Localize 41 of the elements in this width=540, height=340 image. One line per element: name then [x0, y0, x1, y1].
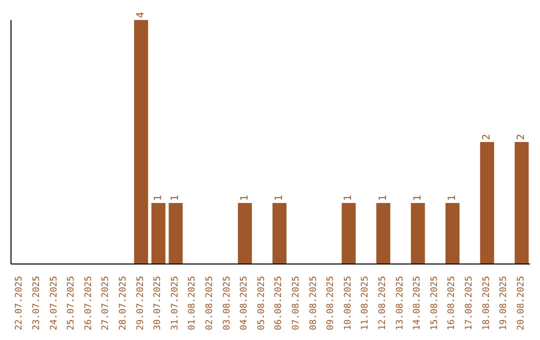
data-label: 1	[343, 194, 354, 201]
data-label: 1	[274, 194, 285, 201]
data-label: 1	[412, 194, 424, 201]
data-label: 1	[170, 194, 182, 201]
x-tick-label: 25.07.2025	[66, 276, 77, 330]
x-tick-label: 12.08.2025	[378, 276, 388, 330]
x-tick-label: 03.08.2025	[222, 276, 232, 330]
x-tick-label: 01.08.2025	[188, 276, 198, 330]
x-tick-label: 27.07.2025	[101, 276, 112, 330]
x-tick-label: 07.08.2025	[291, 276, 302, 330]
x-tick-label: 19.08.2025	[499, 276, 510, 330]
x-tick-label: 10.08.2025	[343, 276, 354, 330]
x-tick-label: 31.07.2025	[170, 276, 180, 330]
data-label: 1	[447, 194, 458, 201]
x-tick-label: 17.08.2025	[464, 276, 474, 330]
x-tick-label: 16.08.2025	[447, 276, 458, 330]
x-tick-label: 23.07.2025	[32, 276, 42, 330]
data-label: 1	[378, 194, 389, 201]
x-tick-label: 06.08.2025	[274, 276, 284, 330]
x-tick-label: 02.08.2025	[204, 276, 215, 330]
x-tick-label: 28.07.2025	[118, 276, 128, 330]
data-label: 1	[239, 194, 250, 201]
x-tick-label: 20.08.2025	[516, 276, 526, 330]
x-tick-label: 24.07.2025	[49, 276, 60, 330]
x-tick-label: 11.08.2025	[360, 276, 371, 330]
x-tick-label: 26.07.2025	[84, 276, 94, 330]
data-label: 2	[482, 134, 493, 140]
data-label: 2	[516, 134, 528, 140]
x-tick-label: 09.08.2025	[326, 276, 336, 330]
data-label: 1	[152, 194, 164, 201]
x-tick-label: 13.08.2025	[395, 276, 406, 330]
data-label: 4	[136, 12, 147, 18]
x-tick-label: 08.08.2025	[308, 276, 319, 330]
x-tick-label: 29.07.2025	[136, 276, 146, 330]
x-tick-label: 14.08.2025	[412, 276, 423, 330]
x-tick-label: 05.08.2025	[256, 276, 267, 330]
x-tick-label: 22.07.2025	[14, 276, 25, 330]
x-tick-label: 30.07.2025	[153, 276, 164, 330]
x-tick-label: 04.08.2025	[240, 276, 250, 330]
x-tick-label: 18.08.2025	[482, 276, 492, 330]
x-tick-label: 15.08.2025	[430, 276, 440, 330]
